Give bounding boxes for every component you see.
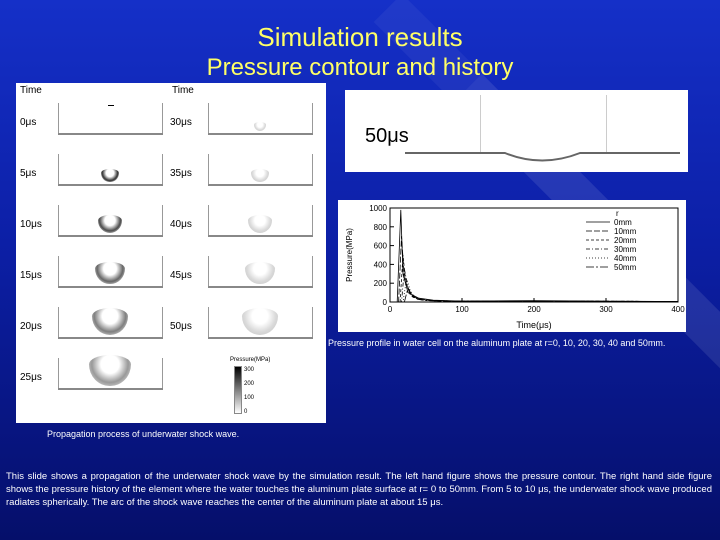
y-tick-label: 600 [374, 242, 388, 251]
tank-wall [162, 154, 163, 184]
aluminum-plate [58, 337, 163, 339]
tank-wall [58, 154, 59, 184]
legend-entry: 40mm [614, 254, 637, 263]
tank-wall [58, 103, 59, 133]
tank-wall [162, 358, 163, 388]
tank-wall [58, 358, 59, 388]
y-tick-label: 0 [383, 298, 388, 307]
legend-tick-label: 300 [244, 367, 255, 373]
snapshot-50us: 50μs [345, 90, 688, 172]
body-paragraph: This slide shows a propagation of the un… [6, 471, 712, 508]
tank-wall [208, 307, 209, 337]
tank-wall [208, 154, 209, 184]
y-tick-label: 1000 [369, 204, 387, 213]
x-axis-label: Time(μs) [516, 320, 551, 330]
tank-wall [312, 307, 313, 337]
pressure-contour-figure: Time Time 0μs 5μs 10μs 15μs 20μs 25μs 30μs 35μs… [16, 83, 326, 423]
time-header-left: Time [20, 85, 42, 96]
tank-wall [162, 103, 163, 133]
aluminum-plate [58, 388, 163, 390]
time-label-right-4: 50μs [170, 321, 192, 332]
shock-wave-contour [248, 215, 272, 233]
y-tick-label: 200 [374, 279, 388, 288]
tank-wall [58, 256, 59, 286]
legend-tick-label: 0 [244, 409, 248, 415]
snapshot-tank [480, 95, 607, 153]
series-line-30mm [390, 269, 679, 303]
shock-wave-contour [245, 261, 275, 284]
aluminum-plate [58, 286, 163, 288]
tank-wall [58, 307, 59, 337]
tank-wall [312, 256, 313, 286]
slide-subtitle: Pressure contour and history [206, 54, 514, 81]
time-label-left-2: 10μs [20, 219, 42, 230]
time-label-right-1: 35μs [170, 168, 192, 179]
time-header-right: Time [172, 85, 194, 96]
time-label-left-1: 5μs [20, 168, 37, 179]
legend-title: r [616, 209, 619, 218]
shock-wave-contour [101, 168, 119, 182]
legend-entry: 10mm [614, 227, 637, 236]
shock-wave-contour [98, 215, 122, 233]
tank-wall [208, 205, 209, 235]
aluminum-plate [208, 286, 313, 288]
aluminum-plate [208, 184, 313, 186]
pressure-history-svg: 0 200 400 600 800 1000 0 100 200 300 400 Time(μs) Pr… [345, 204, 685, 330]
slide-title: Simulation results [257, 22, 463, 52]
tank-wall [162, 256, 163, 286]
series-line-50mm [390, 286, 679, 303]
pressure-colorbar [234, 366, 242, 414]
shock-wave-contour [89, 354, 131, 386]
legend-entry: 30mm [614, 245, 637, 254]
time-label-left-3: 15μs [20, 270, 42, 281]
time-label-left-0: 0μs [20, 117, 37, 128]
pressure-history-chart: 0 200 400 600 800 1000 0 100 200 300 400 Time(μs) Pr… [338, 200, 686, 332]
x-tick-label: 0 [388, 305, 393, 314]
snapshot-time-label: 50μs [365, 125, 409, 147]
legend-tick-label: 200 [244, 381, 255, 387]
tank-wall [312, 154, 313, 184]
time-label-left-5: 25μs [20, 372, 42, 383]
tank-wall [162, 205, 163, 235]
tank-wall [58, 205, 59, 235]
aluminum-plate [208, 133, 313, 135]
aluminum-plate [208, 337, 313, 339]
tank-wall [162, 307, 163, 337]
aluminum-plate [58, 235, 163, 237]
aluminum-plate [208, 235, 313, 237]
x-tick-label: 300 [599, 305, 613, 314]
aluminum-plate [58, 133, 163, 135]
tank-wall [312, 205, 313, 235]
shock-wave-contour [254, 122, 266, 131]
time-label-right-0: 30μs [170, 117, 192, 128]
legend-tick-label: 100 [244, 395, 255, 401]
x-tick-label: 200 [527, 305, 541, 314]
y-tick-label: 400 [374, 260, 388, 269]
time-label-left-4: 20μs [20, 321, 42, 332]
tank-wall [208, 103, 209, 133]
legend-entry: 20mm [614, 236, 637, 245]
tank-wall [208, 256, 209, 286]
shock-wave-contour [251, 168, 269, 182]
snapshot-plate [405, 152, 680, 162]
legend-entry: 0mm [614, 218, 632, 227]
time-label-right-3: 45μs [170, 270, 192, 281]
legend-entry: 50mm [614, 263, 637, 272]
legend-title: Pressure(MPa) [230, 357, 271, 363]
shock-wave-contour [92, 308, 128, 335]
time-label-right-2: 40μs [170, 219, 192, 230]
y-axis-label: Pressure(MPa) [345, 228, 354, 282]
shock-wave-contour [95, 261, 125, 284]
chart-caption: Pressure profile in water cell on the al… [328, 338, 666, 348]
y-tick-label: 800 [374, 223, 388, 232]
shock-wave-contour [242, 308, 278, 335]
x-tick-label: 400 [671, 305, 685, 314]
tank-wall [312, 103, 313, 133]
left-figure-caption: Propagation process of underwater shock … [47, 429, 240, 439]
aluminum-plate [58, 184, 163, 186]
x-tick-label: 100 [455, 305, 469, 314]
charge-marker [108, 105, 114, 106]
